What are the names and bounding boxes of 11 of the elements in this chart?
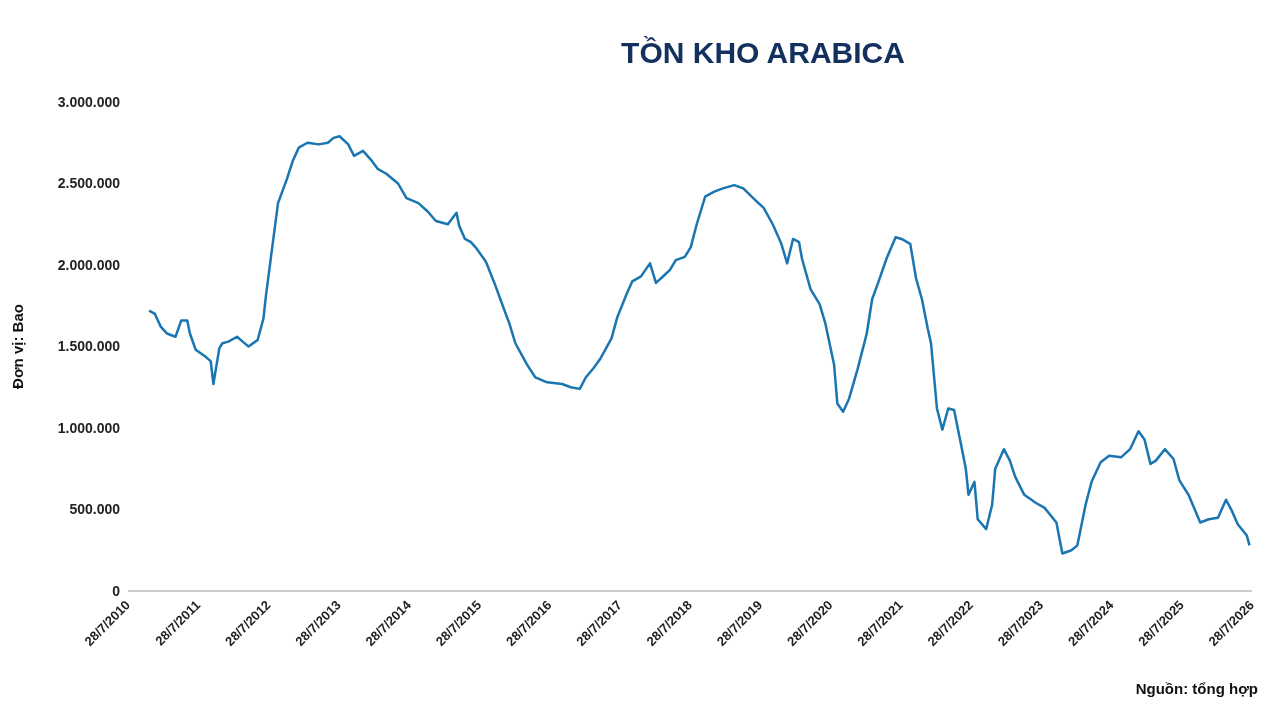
y-tick-label: 500.000 [69, 501, 121, 518]
y-tick-label: 2.000.000 [57, 256, 121, 273]
line-series [147, 134, 1251, 555]
y-tick-label: 1.500.000 [57, 338, 121, 355]
chart-title: TỒN KHO ARABICA [620, 36, 906, 70]
y-axis-title: Đơn vị: Bao [9, 304, 27, 389]
y-tick-label: 1.000.000 [57, 419, 121, 436]
text: Nguồn: tổng hợp [1135, 680, 1258, 697]
y-tick-label: 0 [112, 582, 121, 599]
y-tick-label: 2.500.000 [57, 175, 121, 192]
y-tick-label: 3.000.000 [57, 93, 121, 110]
